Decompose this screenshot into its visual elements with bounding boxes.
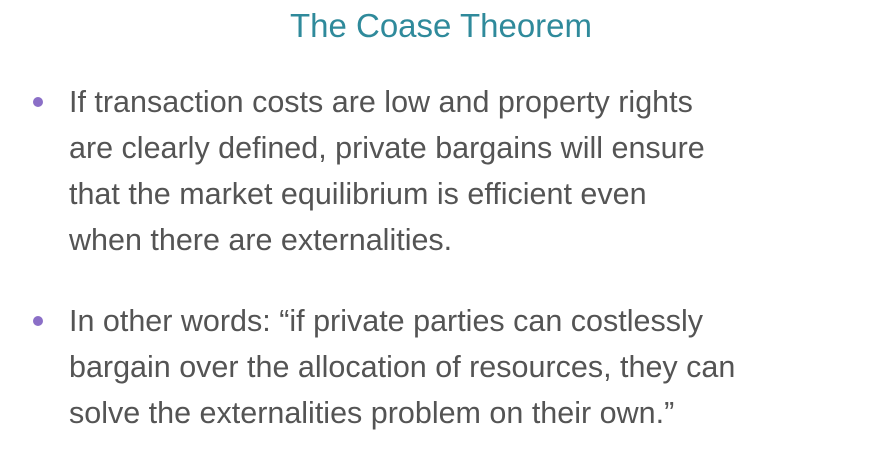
bullet-text: If transaction costs are low and propert…: [69, 79, 869, 263]
bullet-line: solve the externalities problem on their…: [69, 396, 675, 430]
bullet-line: bargain over the allocation of resources…: [69, 350, 736, 384]
bullet-dot-icon: [33, 97, 43, 107]
bullet-line: If transaction costs are low and propert…: [69, 85, 693, 119]
bullet-line: In other words: “if private parties can …: [69, 304, 703, 338]
bullet-line: that the market equilibrium is efficient…: [69, 177, 647, 211]
bullet-line: are clearly defined, private bargains wi…: [69, 131, 705, 165]
bullet-line: when there are externalities.: [69, 223, 453, 257]
bullet-text: In other words: “if private parties can …: [69, 298, 869, 436]
slide-title: The Coase Theorem: [289, 7, 593, 44]
bullet-dot-icon: [33, 316, 43, 326]
